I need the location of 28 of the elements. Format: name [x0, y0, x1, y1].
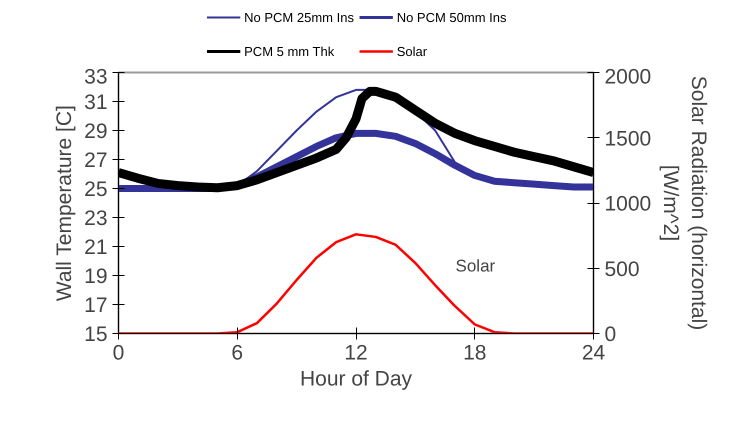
legend-label: Solar: [396, 44, 428, 59]
y-tick-label: 15: [84, 323, 108, 346]
legend-label: PCM 5 mm Thk: [244, 44, 335, 59]
x-tick-label: 24: [582, 342, 606, 364]
annotation: Solar: [456, 256, 496, 276]
y-tick-label: 27: [84, 149, 108, 172]
legend-label: No PCM 25mm Ins: [244, 10, 354, 25]
y-tick-label: 33: [84, 66, 108, 88]
y2-tick-label: 1000: [604, 192, 652, 216]
y-tick-label: 17: [84, 294, 108, 317]
x-tick-label: 18: [463, 342, 486, 364]
x-axis-title: Hour of Day: [300, 368, 413, 390]
y2-tick-label: 1500: [604, 127, 652, 150]
y-tick-label: 25: [84, 178, 108, 201]
y2-tick-label: 500: [604, 258, 640, 281]
legend-label: No PCM 50mm Ins: [396, 10, 508, 25]
x-tick-label: 6: [231, 342, 244, 364]
x-tick-label: 12: [344, 342, 368, 364]
y-tick-label: 31: [84, 91, 108, 114]
y-tick-label: 21: [84, 236, 108, 259]
y2-axis-title: Solar Radiation (horizontal) [W/m^2]: [659, 76, 710, 330]
y2-tick-label: 2000: [604, 66, 652, 88]
y-tick-label: 23: [84, 207, 108, 230]
y-tick-label: 29: [84, 120, 108, 143]
x-tick-label: 0: [112, 342, 124, 364]
y-axis-title: Wall Temperature [C]: [53, 105, 76, 302]
y2-tick-label: 0: [604, 323, 616, 346]
y-tick-label: 19: [84, 265, 108, 288]
